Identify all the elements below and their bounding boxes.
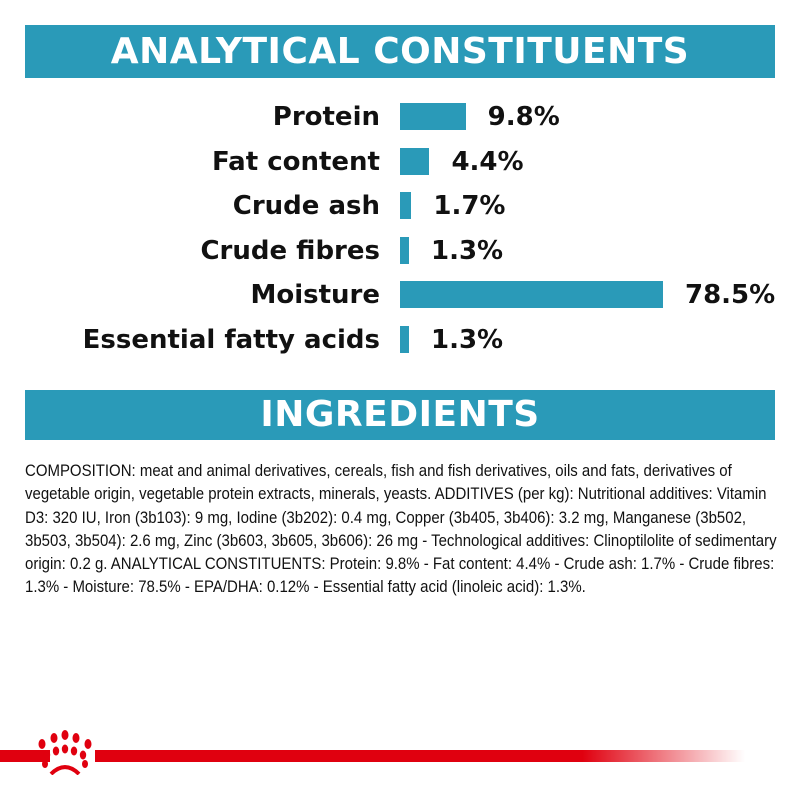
constituent-label: Essential fatty acids xyxy=(82,324,380,355)
constituent-value: 4.4% xyxy=(451,146,524,177)
red-line-right xyxy=(95,750,745,762)
constituent-value: 1.3% xyxy=(431,235,504,266)
constituent-label: Protein xyxy=(272,102,380,132)
constituent-bar xyxy=(400,147,430,175)
constituent-value: 9.8% xyxy=(487,102,560,132)
ingredients-header: INGREDIENTS xyxy=(25,390,775,440)
red-line-left xyxy=(0,750,50,762)
constituent-value: 1.3% xyxy=(431,324,504,355)
constituent-row: Protein 9.8% xyxy=(0,102,800,132)
crown-logo-icon xyxy=(38,730,92,775)
constituent-bar xyxy=(400,103,466,130)
constituent-bar xyxy=(400,325,409,353)
analytical-constituents-header: ANALYTICAL CONSTITUENTS xyxy=(25,25,775,78)
constituent-row: Essential fatty acids 1.3% xyxy=(0,325,800,355)
constituent-row: Fat content 4.4% xyxy=(0,147,800,177)
constituent-row: Moisture 78.5% xyxy=(0,280,800,310)
constituent-value: 1.7% xyxy=(433,191,506,221)
constituent-label: Fat content xyxy=(211,146,380,177)
composition-text: COMPOSITION: meat and animal derivatives… xyxy=(25,462,777,597)
constituent-label: Crude fibres xyxy=(200,235,380,266)
constituent-label: Crude ash xyxy=(232,191,380,221)
constituent-row: Crude ash 1.7% xyxy=(0,191,800,221)
constituent-bar xyxy=(400,281,663,308)
constituent-row: Crude fibres 1.3% xyxy=(0,236,800,266)
constituent-bar xyxy=(400,192,412,219)
constituent-bar xyxy=(400,236,409,264)
constituent-label: Moisture xyxy=(250,280,380,310)
constituent-value: 78.5% xyxy=(685,280,776,310)
